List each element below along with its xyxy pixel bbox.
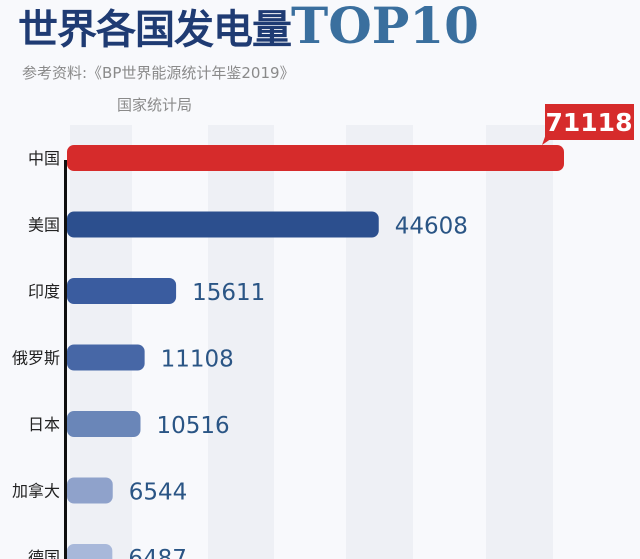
- value-callout-box: [545, 104, 634, 140]
- bar: [67, 544, 113, 559]
- category-label: 日本: [28, 415, 60, 434]
- value-label: 44608: [395, 214, 468, 240]
- bar: [67, 278, 177, 304]
- category-label: 德国: [28, 548, 60, 559]
- category-label: 加拿大: [12, 482, 60, 501]
- bar: [67, 344, 145, 371]
- value-label: 10516: [156, 413, 229, 439]
- subtitle-source-2: 国家统计局: [117, 96, 193, 114]
- y-axis-line: [64, 160, 67, 559]
- bar: [67, 477, 113, 504]
- value-label: 71118: [546, 108, 633, 137]
- value-label: 11108: [161, 347, 234, 373]
- title-text: 世界各国发电量: [18, 6, 292, 53]
- chart-title: 世界各国发电量TOP10: [18, 0, 479, 55]
- value-label: 6487: [128, 546, 187, 559]
- bar: [67, 211, 379, 238]
- background-stripe: [486, 125, 553, 559]
- bar: [67, 411, 141, 437]
- value-label: 6544: [129, 480, 188, 506]
- title-suffix: TOP10: [291, 0, 479, 55]
- value-label: 15611: [192, 280, 265, 306]
- category-label: 印度: [28, 282, 60, 301]
- bar: [67, 145, 564, 171]
- category-label: 中国: [28, 149, 60, 168]
- category-label: 美国: [28, 216, 60, 235]
- background-stripe: [208, 125, 274, 559]
- background-stripe: [346, 125, 413, 559]
- subtitle-source: 参考资料:《BP世界能源统计年鉴2019》: [22, 64, 295, 82]
- category-label: 俄罗斯: [12, 349, 60, 368]
